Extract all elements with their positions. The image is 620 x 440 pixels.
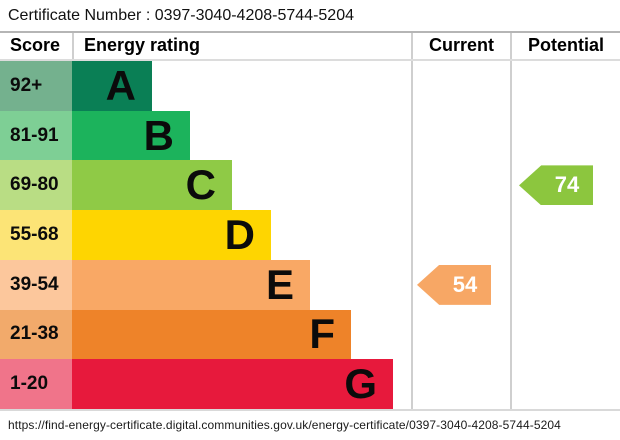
rating-bar-a: A — [72, 61, 152, 111]
rating-bar-c: C — [72, 160, 232, 211]
potential-column-cell — [510, 259, 620, 310]
rating-bar-g: G — [72, 359, 393, 409]
current-column-cell — [411, 309, 510, 360]
current-column-cell — [411, 259, 510, 310]
current-column-cell — [411, 61, 510, 111]
rating-bar-d: D — [72, 210, 271, 260]
score-range-label: 69-80 — [0, 160, 72, 211]
band-row-e: 39-54 E — [0, 259, 620, 310]
potential-column-cell — [510, 359, 620, 409]
current-column-cell — [411, 160, 510, 211]
band-row-d: 55-68 D — [0, 210, 620, 260]
bar-zone: B — [72, 110, 411, 161]
rating-bands-area: 92+ A 81-91 B 69-80 C — [0, 61, 620, 411]
potential-column-cell — [510, 110, 620, 161]
bar-zone: E — [72, 259, 411, 310]
rating-bar-b: B — [72, 110, 190, 161]
score-range-label: 92+ — [0, 61, 72, 111]
bar-zone: A — [72, 61, 411, 111]
score-range-label: 21-38 — [0, 309, 72, 360]
header-potential: Potential — [510, 33, 620, 59]
bar-zone: F — [72, 309, 411, 360]
potential-rating-arrow: 74 — [519, 165, 593, 206]
certificate-number: Certificate Number : 0397-3040-4208-5744… — [8, 7, 354, 24]
score-range-label: 1-20 — [0, 359, 72, 409]
certificate-url: https://find-energy-certificate.digital.… — [8, 418, 561, 432]
band-row-f: 21-38 F — [0, 309, 620, 360]
bar-zone: C — [72, 160, 411, 211]
header-score: Score — [10, 35, 61, 55]
current-column-cell — [411, 110, 510, 161]
band-row-b: 81-91 B — [0, 110, 620, 161]
potential-column-cell — [510, 61, 620, 111]
band-row-a: 92+ A — [0, 61, 620, 111]
rating-bar-f: F — [72, 309, 351, 360]
band-row-g: 1-20 G — [0, 359, 620, 409]
energy-rating-table: Score Energy rating Current Potential 92… — [0, 31, 620, 411]
potential-column-cell — [510, 309, 620, 360]
score-range-label: 81-91 — [0, 110, 72, 161]
score-range-label: 39-54 — [0, 259, 72, 310]
current-column-cell — [411, 359, 510, 409]
current-column-cell — [411, 210, 510, 260]
bar-zone: D — [72, 210, 411, 260]
score-range-label: 55-68 — [0, 210, 72, 260]
potential-column-cell — [510, 210, 620, 260]
bar-zone: G — [72, 359, 411, 409]
band-row-c: 69-80 C — [0, 160, 620, 211]
table-header-row: Score Energy rating Current Potential — [0, 33, 620, 61]
header-energy-rating: Energy rating — [72, 33, 411, 59]
rating-bar-e: E — [72, 259, 310, 310]
header-current: Current — [411, 33, 510, 59]
potential-column-cell — [510, 160, 620, 211]
